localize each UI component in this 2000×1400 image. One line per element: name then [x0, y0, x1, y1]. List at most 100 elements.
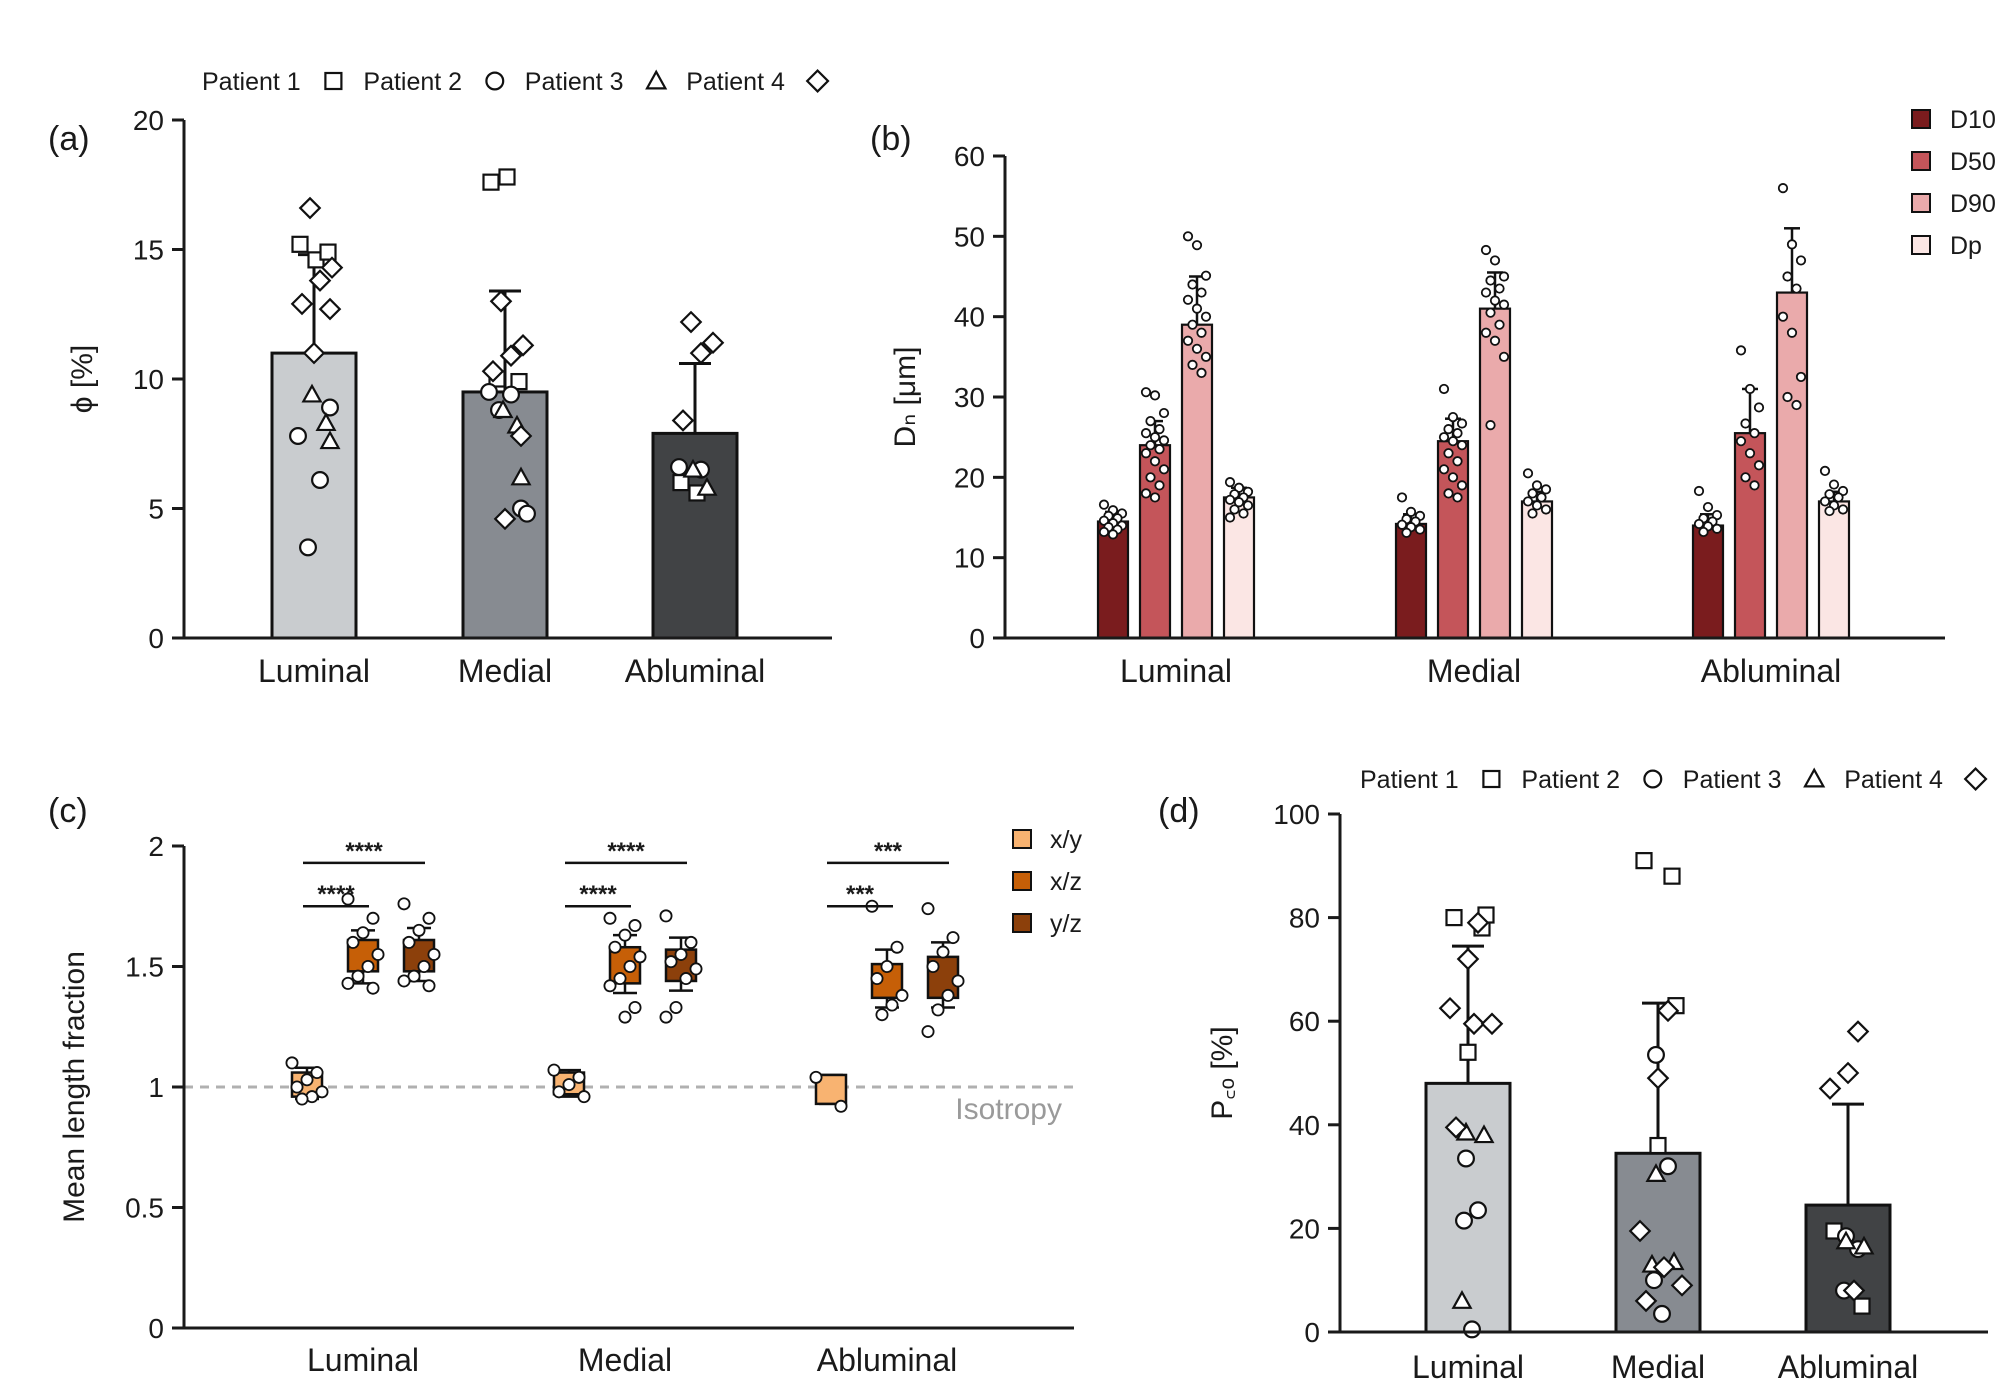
- data-point: [1782, 391, 1793, 403]
- data-point: [577, 1090, 591, 1104]
- data-point: [1455, 1211, 1473, 1230]
- data-point: [1646, 1066, 1670, 1090]
- data-point: [1795, 371, 1807, 383]
- data-point: [407, 969, 421, 983]
- data-point: [926, 960, 940, 974]
- data-point: [1140, 488, 1152, 499]
- data-point: [1835, 1230, 1857, 1250]
- data-point: [1634, 1289, 1658, 1313]
- data-point: [1494, 283, 1505, 294]
- data-point: [427, 947, 441, 961]
- data-point: [1438, 383, 1450, 395]
- data-point: [1818, 1077, 1842, 1100]
- panel-b-x-tick-label: Luminal: [1120, 653, 1232, 689]
- data-point: [552, 1085, 566, 1099]
- data-point: [1498, 351, 1510, 362]
- data-point: [1791, 283, 1802, 294]
- data-point: [1098, 499, 1110, 510]
- data-point: [1735, 436, 1747, 447]
- data-point: [397, 974, 411, 988]
- data-point: [1489, 295, 1501, 306]
- data-point: [623, 960, 637, 974]
- panel-d-x-tick-label: Abluminal: [1778, 1349, 1919, 1385]
- data-point: [1452, 492, 1463, 503]
- data-point: [1480, 1012, 1504, 1036]
- data-point: [1795, 255, 1807, 266]
- data-point: [1452, 428, 1463, 439]
- data-point: [674, 947, 688, 961]
- data-point: [1452, 456, 1463, 467]
- panel-d-legend-marker: [1643, 769, 1663, 789]
- data-point: [1494, 319, 1505, 330]
- data-point: [397, 897, 411, 911]
- data-point: [1229, 504, 1240, 515]
- data-point: [1438, 464, 1450, 475]
- panel-b-label: (b): [870, 120, 912, 158]
- data-point: [1140, 387, 1152, 398]
- significance-label: ***: [846, 881, 875, 908]
- data-point: [311, 471, 329, 489]
- panel-d-legend-label: Patient 3: [1683, 766, 1782, 794]
- data-point: [1443, 424, 1454, 435]
- data-point: [341, 976, 355, 990]
- data-point: [1498, 271, 1510, 282]
- data-point: [1663, 867, 1681, 885]
- panel-d-legend-label: Patient 1: [1360, 766, 1459, 794]
- data-point: [301, 383, 323, 403]
- data-point: [1200, 311, 1212, 322]
- panel-c-y-tick-label: 0: [148, 1313, 164, 1344]
- data-point: [300, 1073, 314, 1087]
- panel-d-y-tick-label: 20: [1289, 1213, 1320, 1244]
- bar-d10: [1394, 522, 1428, 640]
- data-point: [1531, 500, 1543, 511]
- data-point: [880, 960, 894, 974]
- data-point: [684, 935, 698, 949]
- panel-b-y-axis-title: Dₙ [μm]: [889, 347, 922, 448]
- data-point: [1187, 279, 1198, 290]
- data-point: [1463, 1320, 1481, 1339]
- data-point: [1791, 399, 1802, 411]
- bar-dp: [1817, 500, 1851, 640]
- panel-c: (c) Mean length fraction Isotropy Luminal Me…: [48, 792, 1082, 1378]
- panel-b-y-tick-label: 10: [954, 543, 985, 574]
- data-point: [315, 1085, 329, 1099]
- data-point: [1489, 335, 1501, 346]
- bar-luminal: [1424, 1081, 1512, 1334]
- data-point: [318, 297, 342, 321]
- legend-swatch-d90: [1911, 193, 1931, 213]
- data-point: [1438, 432, 1450, 443]
- panel-a-x-tick-label: Medial: [458, 653, 552, 689]
- data-point: [562, 1078, 576, 1092]
- data-point: [412, 923, 426, 937]
- panel-a-legend-label: Patient 2: [363, 68, 462, 96]
- panel-d-legend-marker: [1803, 767, 1826, 788]
- data-point: [291, 235, 309, 253]
- data-point: [489, 289, 513, 313]
- data-point: [315, 412, 337, 432]
- data-point: [1473, 1124, 1495, 1144]
- significance-label: ****: [317, 881, 355, 908]
- data-point: [1145, 440, 1156, 451]
- data-point: [1853, 1235, 1875, 1255]
- panel-a-y-tick-label: 15: [133, 235, 164, 266]
- data-point: [885, 998, 899, 1012]
- data-point: [1462, 1012, 1486, 1036]
- data-point: [1196, 367, 1207, 378]
- data-point: [671, 409, 695, 432]
- legend-label-d90: D90: [1950, 190, 1996, 218]
- data-point: [299, 538, 317, 557]
- data-point: [890, 940, 904, 954]
- data-point: [290, 1080, 304, 1094]
- data-point: [1753, 402, 1765, 413]
- data-point: [1443, 488, 1454, 499]
- data-point: [1749, 480, 1760, 491]
- panel-a-x-tick-label: Abluminal: [625, 653, 766, 689]
- data-point: [1149, 456, 1161, 467]
- data-point: [1777, 183, 1789, 194]
- data-point: [1145, 472, 1156, 483]
- panel-a-legend-label: Patient 3: [525, 68, 624, 96]
- data-point: [941, 988, 955, 1002]
- data-point: [1459, 1043, 1477, 1061]
- data-point: [1200, 270, 1212, 281]
- data-point: [480, 382, 498, 401]
